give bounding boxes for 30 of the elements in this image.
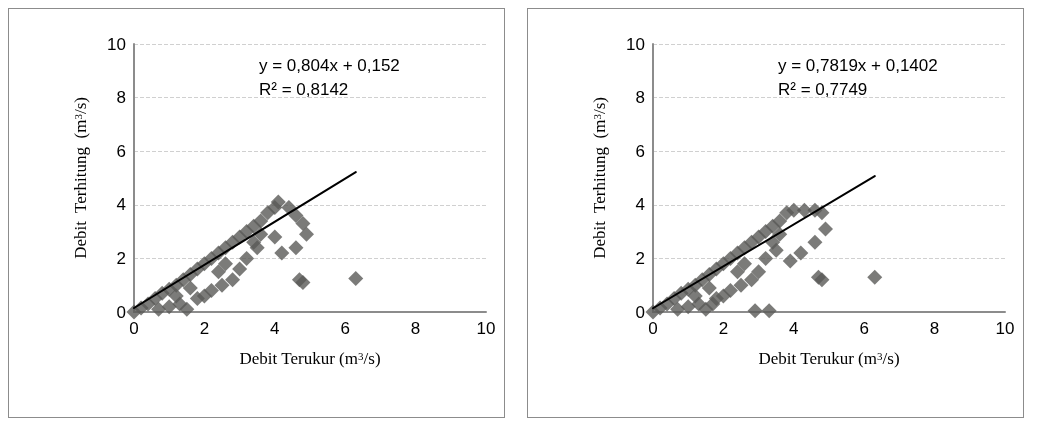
x-tick-label: 8 [929, 319, 940, 338]
x-tick-label: 8 [410, 319, 421, 338]
y-axis-title: Debit Terhitung (m3/s) [590, 97, 609, 259]
y-tick-label: 0 [635, 302, 645, 322]
y-tick-label: 6 [116, 141, 126, 161]
x-tick-label: 4 [789, 319, 799, 338]
y-tick-label: 0 [116, 302, 126, 322]
y-tick-label: 10 [626, 34, 645, 54]
annotation: R² = 0,8142 [259, 80, 349, 99]
y-axis-title: Debit Terhitung (m3/s) [71, 97, 90, 259]
y-tick-label: 10 [107, 34, 126, 54]
annotation: y = 0,804x + 0,152 [258, 56, 400, 75]
x-tick-label: 2 [199, 319, 210, 338]
x-tick-label: 4 [270, 319, 280, 338]
annotation: y = 0,7819x + 0,1402 [778, 56, 938, 75]
x-tick-label: 0 [648, 319, 658, 338]
x-tick-label: 0 [129, 319, 139, 338]
y-tick-label: 4 [116, 195, 126, 215]
y-tick-label: 2 [116, 248, 126, 268]
x-tick-label: 10 [995, 319, 1015, 338]
y-tick-label: 4 [635, 195, 645, 215]
x-tick-label: 2 [718, 319, 729, 338]
y-tick-label: 8 [116, 88, 126, 108]
y-tick-label: 6 [635, 141, 645, 161]
annotation: R² = 0,7749 [778, 80, 868, 99]
x-tick-label: 6 [859, 319, 869, 338]
y-tick-label: 2 [635, 248, 645, 268]
y-tick-label: 8 [635, 88, 645, 108]
x-tick-label: 6 [340, 319, 350, 338]
x-tick-label: 10 [476, 319, 496, 338]
